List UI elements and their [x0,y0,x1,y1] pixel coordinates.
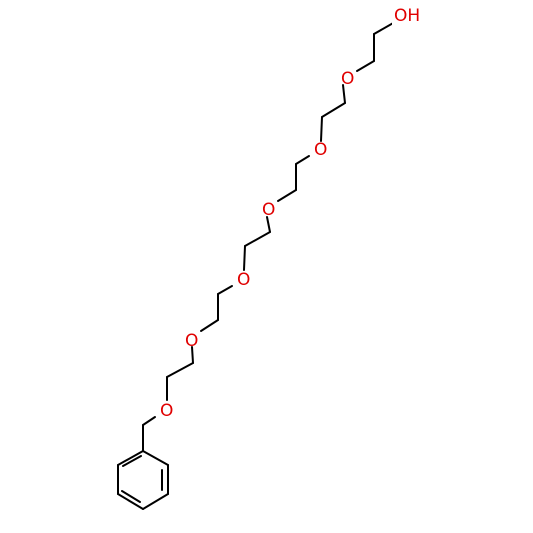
bond [166,362,194,378]
atom-labels: OH O O O O O O [160,4,420,421]
bond [243,245,246,271]
atom-o: O [160,401,173,421]
bond [266,216,271,233]
bond [321,102,346,118]
atom-o: O [314,140,327,160]
bond [373,21,396,35]
bond [117,493,144,510]
atom-label: O [185,331,198,351]
atom-o: O [341,69,354,89]
chain-bonds [142,21,396,452]
benzene-ring [117,450,169,510]
bond [200,319,219,332]
atom-label: O [262,200,275,220]
bond [277,189,297,202]
bond [295,155,310,165]
bond [342,84,346,104]
bond [117,450,144,466]
bond [142,416,156,426]
bond [217,285,233,295]
bond [142,493,169,510]
atom-o: O [185,331,198,351]
bond [320,116,323,142]
atom-label: O [160,401,173,421]
bond [191,346,194,364]
bond [244,231,271,247]
atom-o: O [262,200,275,220]
atom-label: O [341,69,354,89]
double-bond-inner [121,490,141,503]
bond [356,60,375,72]
atom-oh: OH [392,4,420,26]
atom-label: O [314,140,327,160]
double-bond-inner [122,455,142,467]
atom-o: O [237,270,250,290]
atom-label: OH [394,6,420,26]
atom-label: O [237,270,250,290]
bond [142,450,169,466]
